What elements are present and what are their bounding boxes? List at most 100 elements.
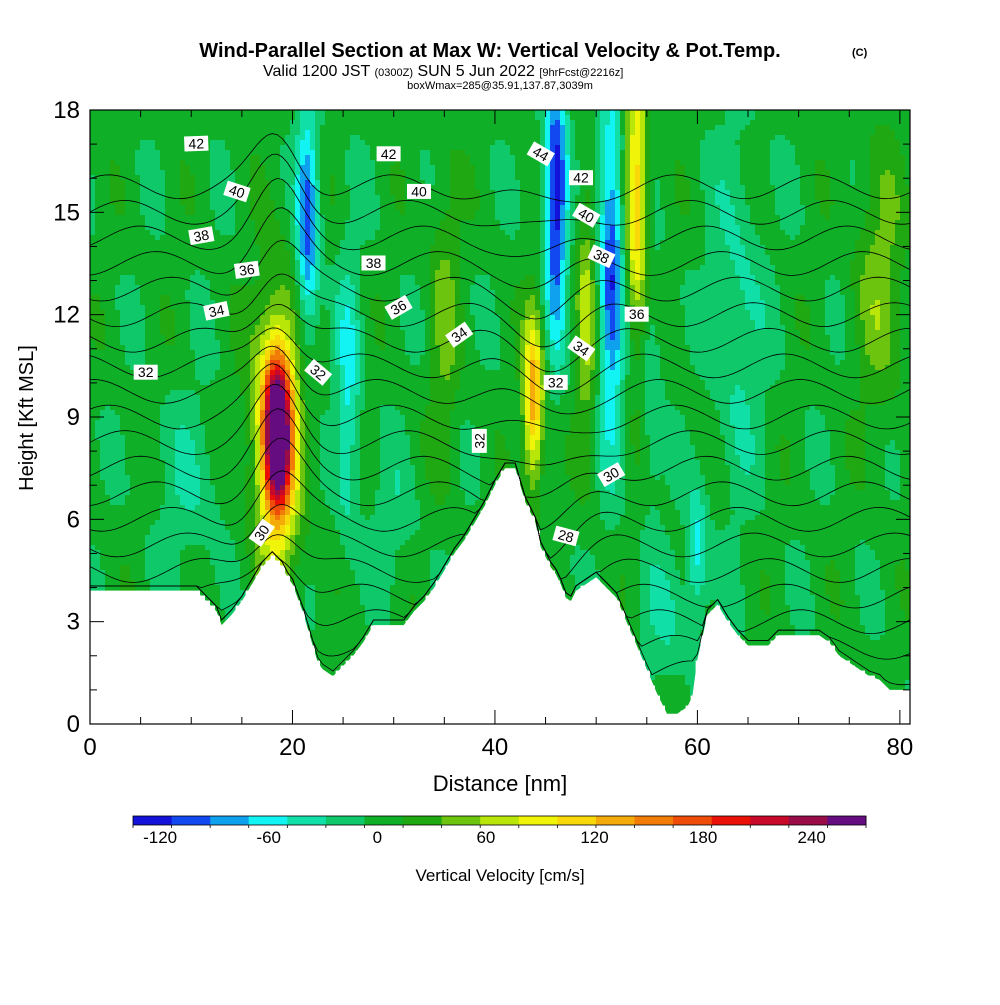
velocity-cell	[300, 110, 306, 141]
velocity-cell	[195, 110, 201, 271]
velocity-cell	[470, 165, 476, 221]
velocity-cell	[290, 535, 296, 556]
velocity-cell	[720, 435, 726, 531]
isentrope-label-box	[248, 518, 275, 547]
velocity-cell	[530, 275, 536, 296]
velocity-cell	[810, 595, 816, 631]
velocity-cell	[355, 110, 361, 136]
velocity-cell	[370, 515, 376, 626]
velocity-cell	[785, 485, 791, 546]
velocity-cell	[745, 260, 751, 311]
velocity-cell	[295, 310, 301, 346]
velocity-cell	[180, 425, 186, 506]
velocity-cell	[535, 310, 541, 331]
velocity-cell	[255, 325, 261, 356]
velocity-cell	[205, 455, 211, 551]
velocity-cell	[470, 315, 476, 426]
velocity-cell	[635, 320, 641, 361]
velocity-cell	[405, 355, 411, 436]
velocity-cell	[375, 195, 381, 231]
velocity-cell	[875, 370, 881, 406]
velocity-cell	[295, 285, 301, 311]
isentrope-label-text: 32	[548, 374, 564, 390]
forecast-info: [9hrFcst@2216z]	[539, 67, 623, 79]
velocity-cell	[760, 570, 766, 611]
velocity-cell	[690, 585, 696, 696]
velocity-cell	[695, 375, 701, 461]
velocity-cell	[305, 625, 311, 631]
velocity-cell	[605, 440, 611, 491]
velocity-cell	[635, 465, 641, 651]
velocity-cell	[290, 390, 296, 411]
colorbar-frame	[132, 815, 867, 826]
velocity-cell	[550, 565, 556, 571]
terrain-mask	[90, 468, 910, 724]
velocity-cell	[845, 470, 851, 661]
isentrope-line	[90, 303, 910, 373]
velocity-cell	[595, 285, 601, 396]
velocity-cell	[840, 600, 846, 606]
velocity-cell	[675, 410, 681, 511]
velocity-cell	[250, 155, 256, 221]
velocity-cell	[195, 465, 201, 506]
velocity-cell	[435, 505, 441, 551]
velocity-cell	[285, 360, 291, 371]
velocity-cell	[860, 110, 866, 231]
velocity-cell	[220, 520, 226, 611]
isentrope-line	[90, 133, 910, 204]
velocity-cell	[885, 365, 891, 401]
velocity-cell	[435, 230, 441, 271]
velocity-cell	[575, 500, 581, 546]
velocity-cell	[320, 415, 326, 491]
velocity-cell	[475, 210, 481, 276]
velocity-cell	[395, 495, 401, 551]
colorbar-swatch	[827, 816, 867, 825]
isentrope-label-text: 38	[192, 226, 210, 244]
velocity-cell	[905, 250, 910, 571]
velocity-cell	[210, 110, 216, 141]
velocity-cell	[110, 505, 116, 591]
velocity-cell	[545, 110, 551, 301]
velocity-cell	[285, 450, 291, 466]
velocity-cell	[685, 180, 691, 216]
isentrope-label: 36	[384, 294, 413, 320]
velocity-cell	[510, 155, 516, 241]
velocity-cell	[90, 340, 96, 546]
velocity-cell	[280, 370, 286, 376]
velocity-cell	[825, 430, 831, 506]
velocity-cell	[770, 110, 776, 141]
velocity-cell	[650, 625, 656, 681]
velocity-cell	[750, 275, 756, 321]
isentropes	[90, 133, 910, 686]
velocity-cell	[285, 495, 291, 506]
velocity-cell	[500, 110, 506, 141]
isentrope-label: 42	[184, 135, 209, 152]
velocity-cell	[810, 630, 816, 636]
isentrope-label-box	[567, 335, 596, 362]
velocity-cell	[360, 245, 366, 316]
velocity-cell	[535, 290, 541, 311]
velocity-cell	[795, 330, 801, 541]
velocity-cell	[655, 675, 661, 696]
velocity-cell	[835, 280, 841, 366]
velocity-cell	[875, 330, 881, 371]
isentrope-label-text: 44	[530, 143, 552, 165]
velocity-cell	[140, 305, 146, 371]
velocity-cell	[120, 110, 126, 181]
velocity-cell	[870, 245, 876, 306]
isentrope-labels: 4240383634323042403836323432444240383432…	[133, 135, 649, 547]
velocity-cell	[270, 200, 276, 296]
velocity-cell	[285, 550, 291, 576]
velocity-cell	[865, 355, 871, 406]
velocity-cell	[560, 205, 566, 261]
velocity-cell	[265, 110, 271, 181]
velocity-cell	[345, 560, 351, 661]
velocity-cell	[760, 110, 766, 246]
velocity-cell	[285, 410, 291, 426]
velocity-cell	[280, 235, 286, 286]
velocity-cell	[495, 220, 501, 316]
velocity-cell	[725, 245, 731, 466]
velocity-cell	[860, 230, 866, 276]
velocity-cell	[525, 475, 531, 506]
velocity-cell	[510, 240, 516, 301]
